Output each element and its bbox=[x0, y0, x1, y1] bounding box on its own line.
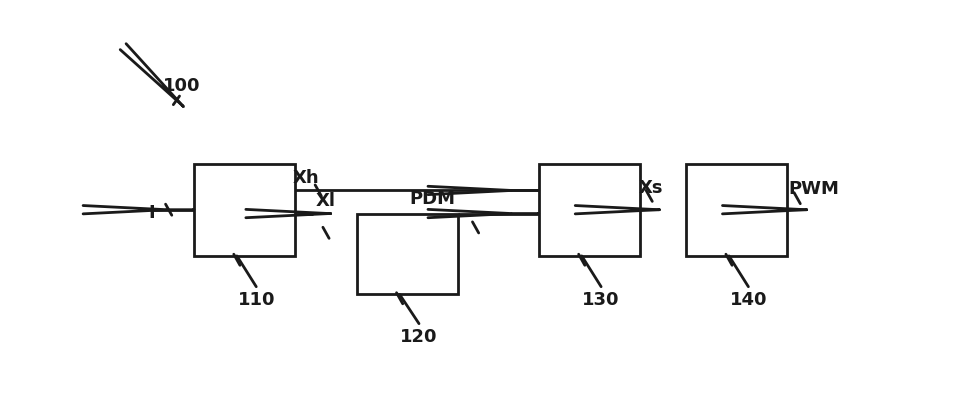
Text: 140: 140 bbox=[730, 291, 767, 309]
Bar bbox=[686, 164, 787, 256]
Bar bbox=[194, 164, 295, 256]
Text: Xs: Xs bbox=[638, 179, 663, 197]
Text: PWM: PWM bbox=[788, 180, 840, 198]
Text: 130: 130 bbox=[582, 291, 620, 309]
Text: I: I bbox=[148, 204, 154, 222]
Bar bbox=[357, 214, 457, 294]
Bar bbox=[539, 164, 640, 256]
Text: 120: 120 bbox=[400, 328, 438, 346]
Text: Xh: Xh bbox=[292, 169, 319, 187]
Text: PDM: PDM bbox=[409, 190, 455, 208]
Text: 110: 110 bbox=[237, 291, 275, 309]
Text: 100: 100 bbox=[163, 77, 201, 95]
Text: Xl: Xl bbox=[316, 192, 336, 210]
